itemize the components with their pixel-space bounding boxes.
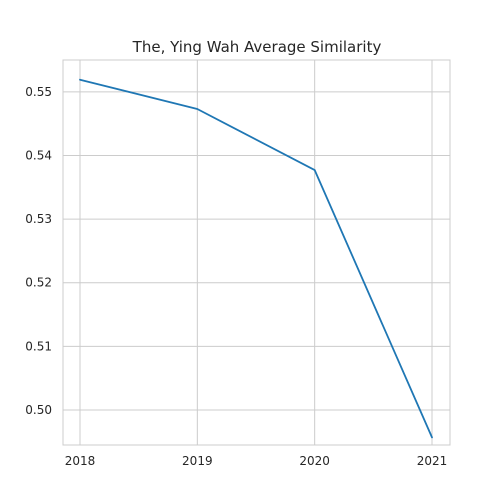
series-layer [79,78,433,439]
y-tick-label: 0.53 [25,212,52,226]
y-axis-ticks: 0.50 0.51 0.52 0.53 0.54 0.55 [25,85,52,417]
series-line [79,78,433,439]
x-axis-ticks: 2018 2019 2020 2021 [65,454,448,468]
x-tick-label: 2018 [65,454,96,468]
y-tick-label: 0.55 [25,85,52,99]
x-tick-label: 2021 [417,454,448,468]
y-tick-label: 0.50 [25,403,52,417]
x-tick-label: 2019 [182,454,213,468]
grid [63,60,450,445]
y-tick-label: 0.51 [25,339,52,353]
y-tick-label: 0.54 [25,148,52,162]
chart-title: The, Ying Wah Average Similarity [132,38,382,56]
x-tick-label: 2020 [299,454,330,468]
plot-area [62,59,451,446]
y-tick-label: 0.52 [25,276,52,290]
